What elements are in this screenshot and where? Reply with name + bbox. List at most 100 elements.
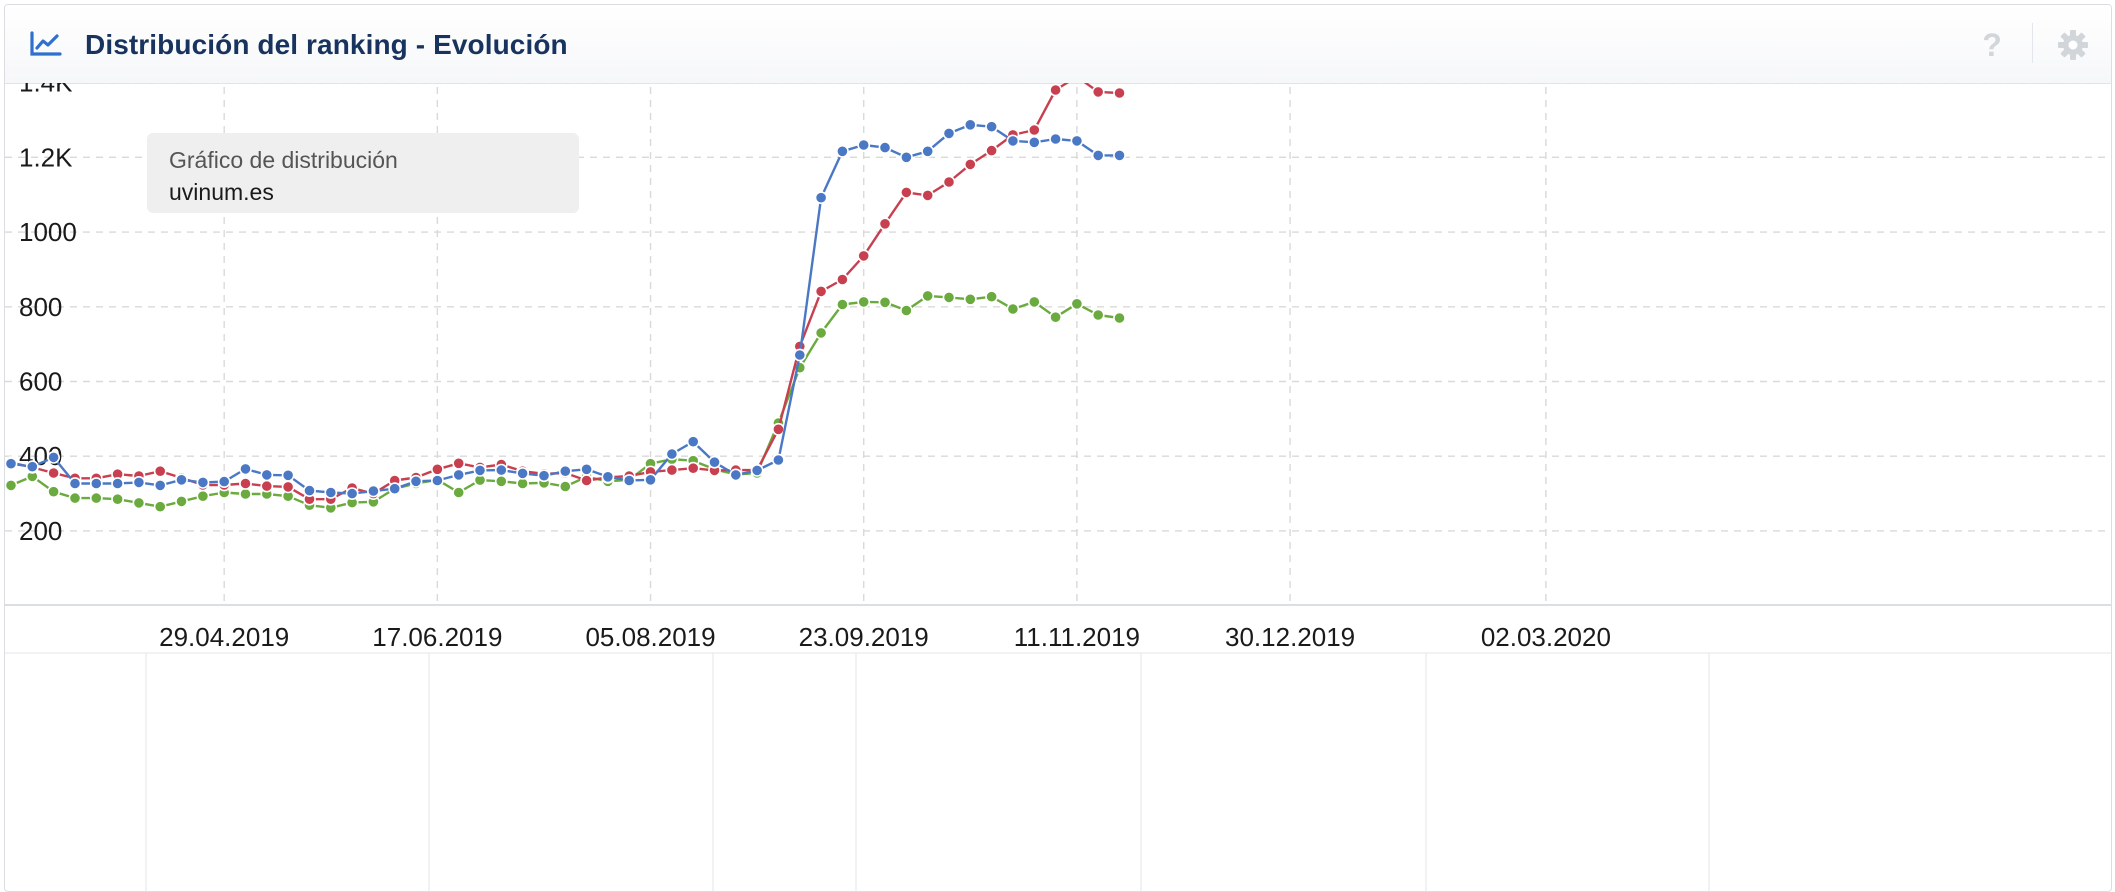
data-point xyxy=(111,477,124,490)
x-tick-label: 05.08.2019 xyxy=(585,622,715,652)
data-point xyxy=(963,118,977,132)
data-point xyxy=(580,462,593,476)
data-point xyxy=(324,486,338,499)
data-point xyxy=(878,295,892,309)
data-point xyxy=(537,469,551,483)
data-point xyxy=(1049,310,1062,324)
data-point xyxy=(452,456,466,470)
data-point xyxy=(452,486,466,499)
data-point xyxy=(175,494,188,508)
y-tick-label: 600 xyxy=(19,366,62,396)
data-point xyxy=(217,475,231,488)
data-point xyxy=(25,460,39,474)
data-point xyxy=(644,473,657,487)
data-point xyxy=(1113,86,1126,100)
data-point xyxy=(47,485,60,499)
data-point xyxy=(5,479,18,492)
ranking-distribution-widget: Distribución del ranking - Evolución ? 2… xyxy=(4,4,2112,892)
data-point xyxy=(153,478,167,492)
data-point xyxy=(260,468,274,482)
data-point xyxy=(857,249,871,263)
data-point xyxy=(1091,149,1105,162)
y-tick-label: 200 xyxy=(19,516,62,546)
data-point xyxy=(1113,311,1126,325)
data-point xyxy=(153,500,167,514)
data-point xyxy=(430,462,444,476)
data-point xyxy=(772,422,785,436)
page-title: Distribución del ranking - Evolución xyxy=(85,29,568,60)
data-point xyxy=(516,466,529,480)
data-point xyxy=(622,474,636,487)
line-chart-icon xyxy=(30,31,62,56)
data-point xyxy=(281,468,295,482)
x-tick-label: 29.04.2019 xyxy=(159,622,289,652)
data-point xyxy=(473,463,487,477)
data-point xyxy=(153,464,167,478)
data-point xyxy=(196,489,210,503)
legend-title: Gráfico de distribución xyxy=(169,147,398,173)
y-tick-label: 1.4K xyxy=(19,83,73,98)
data-point xyxy=(1070,297,1084,311)
data-point xyxy=(963,158,977,171)
y-tick-label: 800 xyxy=(19,292,62,322)
data-point xyxy=(580,474,593,487)
data-point xyxy=(921,289,935,303)
data-point xyxy=(239,477,252,490)
data-point xyxy=(601,470,615,484)
data-point xyxy=(89,491,103,505)
x-tick-label: 02.03.2020 xyxy=(1481,622,1611,652)
data-point xyxy=(430,474,444,487)
data-point xyxy=(303,484,316,497)
data-point xyxy=(494,463,508,477)
data-point xyxy=(558,480,572,493)
data-point xyxy=(708,455,721,469)
x-tick-label: 30.12.2019 xyxy=(1225,622,1355,652)
gear-icon[interactable] xyxy=(2057,29,2089,61)
x-tick-label: 23.09.2019 xyxy=(799,622,929,652)
help-button[interactable]: ? xyxy=(1975,25,2009,65)
data-point xyxy=(836,273,849,286)
data-point xyxy=(5,457,18,471)
data-point xyxy=(942,290,956,304)
data-point xyxy=(132,496,146,510)
data-point xyxy=(814,326,828,340)
data-point xyxy=(68,491,82,505)
data-point xyxy=(985,290,998,304)
data-point xyxy=(750,463,764,477)
data-point xyxy=(494,474,508,488)
data-point xyxy=(921,189,935,202)
data-point xyxy=(729,468,743,482)
data-point xyxy=(900,186,913,199)
data-point xyxy=(686,461,700,475)
data-point xyxy=(452,468,466,482)
data-point xyxy=(878,217,892,231)
data-point xyxy=(857,138,871,152)
data-point xyxy=(900,304,913,317)
data-point xyxy=(281,480,295,494)
data-point xyxy=(900,150,913,164)
data-point xyxy=(260,479,274,493)
data-point xyxy=(942,127,956,140)
data-point xyxy=(1091,85,1105,99)
data-point xyxy=(239,487,252,501)
data-point xyxy=(665,463,679,477)
data-point xyxy=(878,141,892,154)
data-point xyxy=(921,144,935,158)
x-tick-label: 11.11.2019 xyxy=(1014,622,1140,652)
data-point xyxy=(68,477,82,490)
data-point xyxy=(857,295,871,309)
data-point xyxy=(1049,132,1062,146)
data-point xyxy=(836,144,849,158)
data-point xyxy=(1091,308,1105,322)
y-tick-label: 1000 xyxy=(19,217,77,247)
data-point xyxy=(942,175,956,189)
x-tick-label: 17.06.2019 xyxy=(372,622,502,652)
data-point xyxy=(111,492,124,506)
data-point xyxy=(89,477,103,490)
y-tick-label: 1.2K xyxy=(19,142,73,172)
data-point xyxy=(1049,83,1062,97)
data-point xyxy=(47,466,60,480)
legend-domain: uvinum.es xyxy=(169,179,274,205)
data-point xyxy=(175,473,188,487)
data-point xyxy=(1027,135,1041,149)
